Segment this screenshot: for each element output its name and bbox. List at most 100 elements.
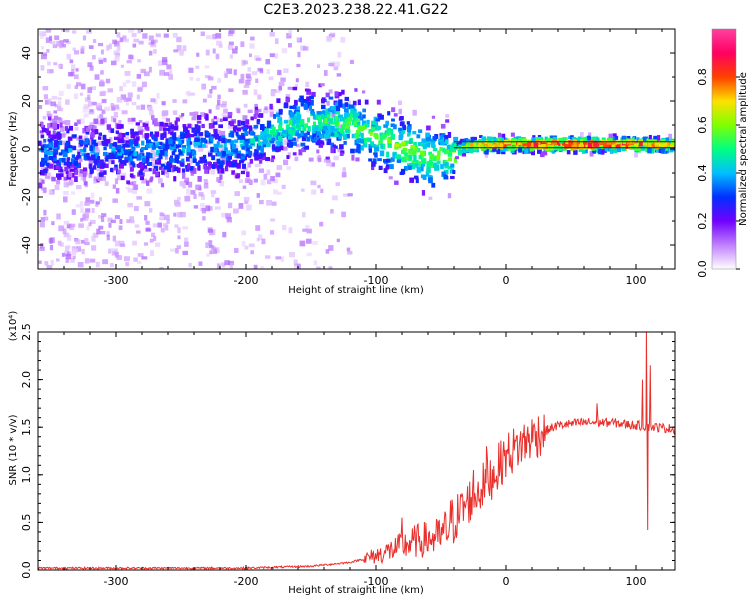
spectrogram-cell	[597, 149, 602, 155]
spectrogram-cell	[231, 170, 236, 175]
spectrogram-cell	[258, 234, 263, 240]
spectrogram-cell	[177, 235, 181, 240]
spectrogram-cell	[631, 141, 635, 147]
spectrogram-cell	[240, 120, 246, 126]
spectrogram-cell	[197, 186, 202, 191]
spectrogram-cell	[448, 146, 453, 152]
y-tick-label: 1.0	[20, 466, 33, 484]
snr-series-path	[38, 332, 675, 570]
spectrogram-cell	[268, 76, 274, 81]
spectrogram-cell	[432, 148, 438, 152]
spectrogram-cell	[250, 138, 256, 144]
spectrogram-cell	[295, 107, 300, 114]
spectrogram-cell	[110, 219, 116, 224]
spectrogram-cell	[217, 78, 222, 83]
spectrogram-cell	[544, 136, 548, 141]
spectrogram-cell	[184, 237, 189, 243]
spectrogram-cell	[309, 99, 314, 106]
spectrogram-cell	[164, 122, 169, 127]
spectrogram-cell	[151, 134, 155, 139]
spectrogram-cell	[221, 262, 226, 267]
spectrogram-cell	[283, 68, 289, 74]
spectrogram-cell	[443, 169, 449, 174]
spectrogram-cell	[571, 144, 576, 150]
spectrogram-cell	[90, 192, 95, 199]
spectrogram-cell	[367, 137, 372, 143]
spectrogram-cell	[529, 146, 535, 152]
spectrogram-cell	[435, 164, 440, 171]
spectrogram-cell	[145, 156, 150, 162]
spectrogram-cell	[213, 163, 218, 169]
spectrogram-cell	[377, 158, 382, 162]
spectrogram-cell	[66, 158, 70, 164]
spectrogram-cell	[326, 100, 330, 106]
spectrogram-cell	[306, 130, 310, 136]
spectrogram-cell	[123, 97, 129, 103]
spectrogram-cell	[227, 124, 234, 129]
spectrogram-cell	[69, 225, 75, 231]
spectrogram-cell	[289, 105, 294, 110]
spectrogram-cell	[213, 143, 219, 148]
spectrogram-cell	[47, 138, 53, 142]
spectrogram-cell	[152, 168, 157, 175]
spectrogram-cell	[215, 129, 221, 134]
spectrogram-cell	[235, 174, 240, 179]
spectrogram-cell	[273, 189, 278, 195]
spectrogram-cell	[91, 139, 97, 145]
spectrogram-cell	[148, 66, 152, 73]
spectrogram-cell	[484, 148, 489, 155]
spectrogram-cell	[265, 156, 271, 162]
spectrogram-cell	[281, 146, 288, 151]
spectrogram-cell	[181, 158, 185, 164]
spectrogram-cell	[455, 156, 459, 160]
spectrogram-cell	[76, 245, 81, 252]
spectrogram-cell	[654, 143, 660, 149]
spectrogram-cell	[330, 142, 335, 149]
spectrogram-cell	[216, 263, 221, 269]
spectrogram-cell	[270, 91, 276, 97]
spectrogram-x-ticks: -300 -200 -100 0 100	[37, 29, 663, 287]
spectrogram-cell	[204, 65, 210, 69]
spectrogram-cell	[237, 135, 241, 140]
spectrogram-cell	[488, 136, 492, 142]
spectrogram-cell	[258, 199, 264, 205]
spectrogram-cell	[291, 141, 297, 146]
spectrogram-cell	[263, 135, 268, 142]
spectrogram-cell	[176, 36, 182, 43]
y-tick-label: 2.0	[20, 371, 33, 389]
spectrogram-cell	[52, 118, 58, 125]
spectrogram-cell	[200, 112, 205, 117]
spectrogram-cell	[611, 140, 616, 146]
spectrogram-cell	[179, 139, 185, 144]
spectrogram-cell	[429, 153, 435, 159]
spectrogram-cell	[74, 85, 78, 89]
spectrogram-cell	[330, 105, 335, 110]
spectrogram-cell	[304, 145, 310, 150]
spectrogram-cell	[399, 115, 404, 121]
spectrogram-cell	[211, 123, 215, 129]
spectrogram-cell	[59, 63, 63, 70]
spectrogram-cell	[377, 113, 382, 119]
spectrogram-cell	[43, 209, 47, 216]
spectrogram-cell	[299, 95, 304, 100]
spectrogram-cell	[85, 138, 89, 143]
spectrogram-cell	[40, 33, 44, 40]
spectrogram-cell	[374, 152, 378, 158]
spectrogram-cell	[498, 136, 503, 141]
spectrogram-cell	[653, 135, 658, 140]
spectrogram-cell	[119, 86, 123, 92]
spectrogram-cell	[216, 40, 221, 46]
spectrogram-cell	[105, 156, 109, 162]
spectrogram-cell	[186, 90, 191, 97]
spectrogram-cell	[152, 162, 157, 168]
spectrogram-cell	[626, 136, 631, 140]
spectrogram-cell	[272, 179, 278, 184]
spectrogram-cell	[143, 158, 148, 164]
spectrogram-cell	[302, 228, 307, 232]
spectrogram-cell	[578, 147, 583, 153]
spectrogram-cell	[345, 124, 349, 131]
spectrogram-cell	[241, 163, 246, 169]
spectrogram-cell	[188, 67, 194, 73]
spectrogram-cell	[325, 129, 329, 136]
spectrogram-cell	[139, 174, 144, 181]
